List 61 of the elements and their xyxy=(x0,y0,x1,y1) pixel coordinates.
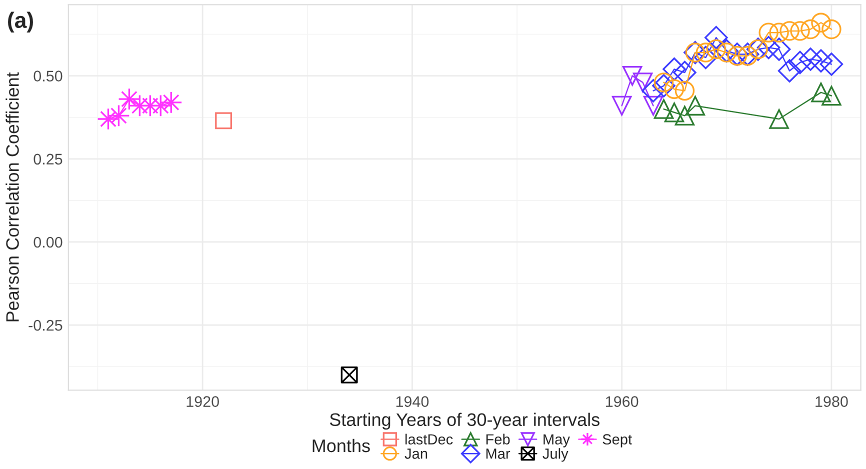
point xyxy=(612,96,632,116)
legend-label: Mar xyxy=(486,448,510,459)
point xyxy=(160,91,182,114)
point xyxy=(622,66,642,86)
point xyxy=(822,19,842,40)
point xyxy=(704,26,728,50)
point xyxy=(756,36,780,60)
point xyxy=(340,366,358,384)
legend-title: Months xyxy=(312,438,370,452)
y-tick-label: -0.25 xyxy=(28,320,62,331)
point xyxy=(736,42,760,66)
y-tick-label: 0.50 xyxy=(34,70,62,82)
point xyxy=(685,96,706,116)
point xyxy=(664,79,684,99)
point xyxy=(215,112,232,130)
chart-title: (a) xyxy=(8,12,33,32)
legend-label: lastDec xyxy=(405,434,453,444)
legend-label: July xyxy=(542,448,568,462)
point xyxy=(820,52,844,76)
point xyxy=(767,38,791,61)
legend-label: Jan xyxy=(404,448,428,459)
point xyxy=(674,80,695,101)
point xyxy=(809,49,833,72)
point xyxy=(673,60,696,84)
point xyxy=(706,39,726,60)
x-tick-label: 1940 xyxy=(396,396,429,407)
point xyxy=(798,48,822,71)
legend-label: May xyxy=(544,434,570,448)
point xyxy=(769,109,789,129)
y-tick-label: 0.00 xyxy=(34,236,62,248)
point xyxy=(96,108,120,130)
point xyxy=(822,86,842,106)
point xyxy=(811,12,831,32)
y-tick-label: 0.25 xyxy=(34,154,62,165)
x-tick-label: 1920 xyxy=(186,396,219,407)
point xyxy=(642,79,665,102)
point xyxy=(652,74,676,98)
legend-label: Sept xyxy=(602,434,632,448)
y-axis-title: Pearson Correlation Coefficient xyxy=(6,72,19,322)
point xyxy=(788,50,812,74)
x-tick-label: 1960 xyxy=(606,396,638,407)
x-tick-label: 1980 xyxy=(816,396,848,407)
point xyxy=(654,99,674,119)
point xyxy=(780,21,800,41)
point xyxy=(662,58,686,81)
point xyxy=(107,104,130,127)
point xyxy=(769,22,789,42)
point xyxy=(778,59,802,82)
point xyxy=(758,22,778,42)
point xyxy=(694,46,718,70)
point xyxy=(118,88,140,110)
point xyxy=(800,19,820,40)
point xyxy=(674,106,695,126)
point xyxy=(790,21,810,41)
point xyxy=(725,42,749,66)
point xyxy=(643,96,664,116)
point xyxy=(664,102,684,122)
legend-label: Feb xyxy=(486,434,510,444)
point xyxy=(811,82,831,102)
point xyxy=(715,39,738,63)
x-axis-title: Starting Years of 30-year intervals xyxy=(330,412,600,430)
